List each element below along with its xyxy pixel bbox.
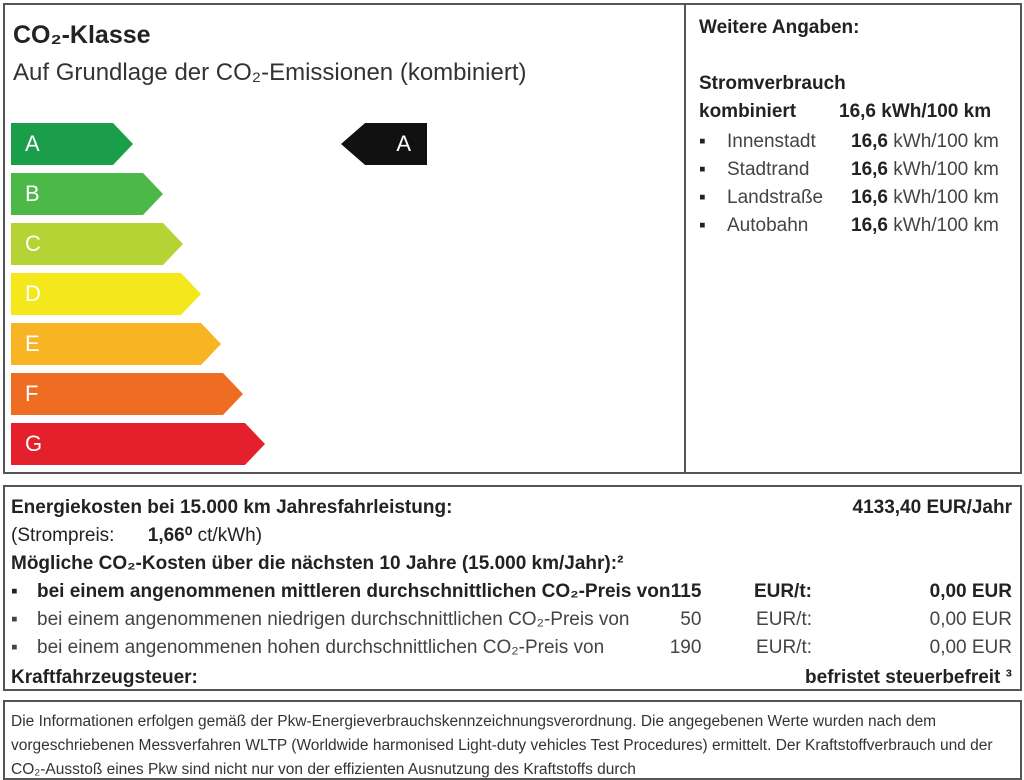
co2-row-value: 0,00 EUR [929,637,1012,658]
electricity-price-row: (Strompreis: 1,66⁰ ct/kWh) [11,523,1012,549]
class-bar-g: G [11,423,265,465]
co2-row-text: bei einem angenommenen niedrigen durchsc… [37,609,630,630]
footer-text: Die Informationen erfolgen gemäß der Pkw… [11,713,993,778]
co2-row-text: bei einem angenommenen hohen durchschnit… [37,637,605,658]
bullet-icon: ▪ [699,215,706,236]
combined-row: kombiniert 16,6 kWh/100 km [699,101,1019,123]
class-bar-a: A [11,123,133,165]
co2-row-price: 115 EUR/t: [671,579,812,605]
row-label: Innenstadt [727,131,816,152]
row-label: Stadtrand [727,159,810,180]
bullet-icon: ▪ [11,609,18,630]
tax-label: Kraftfahrzeugsteuer: [11,667,198,688]
row-value: 16,6 [851,159,888,180]
class-bar-e: E [11,323,221,365]
bullet-icon: ▪ [11,581,18,602]
tax-row: Kraftfahrzeugsteuer: befristet steuerbef… [11,665,1012,691]
consumption-row: ▪ Autobahn 16,6 kWh/100 km [699,215,1019,237]
energy-cost-label: Energiekosten bei 15.000 km Jahresfahrle… [11,497,453,518]
class-bar-b: B [11,173,163,215]
bullet-icon: ▪ [699,187,706,208]
consumption-row: ▪ Stadtrand 16,6 kWh/100 km [699,159,1019,181]
row-label: Landstraße [727,187,824,208]
row-label: Autobahn [727,215,809,236]
co2-row-text: bei einem angenommenen mittleren durchsc… [37,581,671,602]
co2-row-price: 190 EUR/t: [670,635,812,661]
costs-panel: Energiekosten bei 15.000 km Jahresfahrle… [3,485,1022,691]
combined-label: kombiniert [699,101,797,122]
row-unit: kWh/100 km [893,215,999,236]
row-value: 16,6 [851,215,888,236]
current-class-indicator: A [341,123,427,165]
consumption-row: ▪ Innenstadt 16,6 kWh/100 km [699,131,1019,153]
row-unit: kWh/100 km [893,131,999,152]
co2-price: 50 [680,609,702,630]
price-unit: ct/kWh) [197,525,263,546]
co2-class-title: CO₂-Klasse [13,21,151,49]
tax-value: befristet steuerbefreit ³ [805,667,1012,688]
co2-unit: EUR/t: [753,581,812,602]
bullet-icon: ▪ [699,159,706,180]
bullet-icon: ▪ [699,131,706,152]
co2-class-subtitle: Auf Grundlage der CO₂-Emissionen (kombin… [13,59,527,86]
co2-row-price: 50 EUR/t: [680,607,812,633]
co2-cost-row: ▪ bei einem angenommenen niedrigen durchs… [11,607,1012,633]
co2-price: 115 [670,581,702,602]
price-label: (Strompreis: [11,525,115,546]
co2-cost-heading: Mögliche CO₂-Kosten über die nächsten 10… [11,553,624,574]
row-value: 16,6 [851,131,888,152]
co2-row-value: 0,00 EUR [929,609,1012,630]
co2-cost-row: ▪ bei einem angenommenen mittleren durchs… [11,579,1012,605]
co2-unit: EUR/t: [756,609,812,630]
row-unit: kWh/100 km [893,187,999,208]
row-value: 16,6 [851,187,888,208]
divider [684,5,686,472]
bullet-icon: ▪ [11,637,18,658]
co2-price: 190 [669,637,702,658]
energy-cost-row: Energiekosten bei 15.000 km Jahresfahrle… [11,495,1012,521]
details-heading: Weitere Angaben: [699,17,860,38]
price-value: 1,66⁰ [147,525,193,546]
consumption-row: ▪ Landstraße 16,6 kWh/100 km [699,187,1019,209]
co2-class-panel: CO₂-Klasse Auf Grundlage der CO₂-Emissio… [3,3,1022,474]
row-unit: kWh/100 km [893,159,999,180]
energy-cost-value: 4133,40 EUR/Jahr [852,497,1013,518]
consumption-label: Stromverbrauch [699,73,846,94]
co2-cost-row: ▪ bei einem angenommenen hohen durchschni… [11,635,1012,661]
co2-row-value: 0,00 EUR [929,581,1012,602]
combined-value: 16,6 kWh/100 km [839,101,992,122]
class-bar-f: F [11,373,243,415]
class-bar-d: D [11,273,201,315]
class-bar-c: C [11,223,183,265]
co2-unit: EUR/t: [756,637,812,658]
footer-notice: Die Informationen erfolgen gemäß der Pkw… [3,700,1022,780]
